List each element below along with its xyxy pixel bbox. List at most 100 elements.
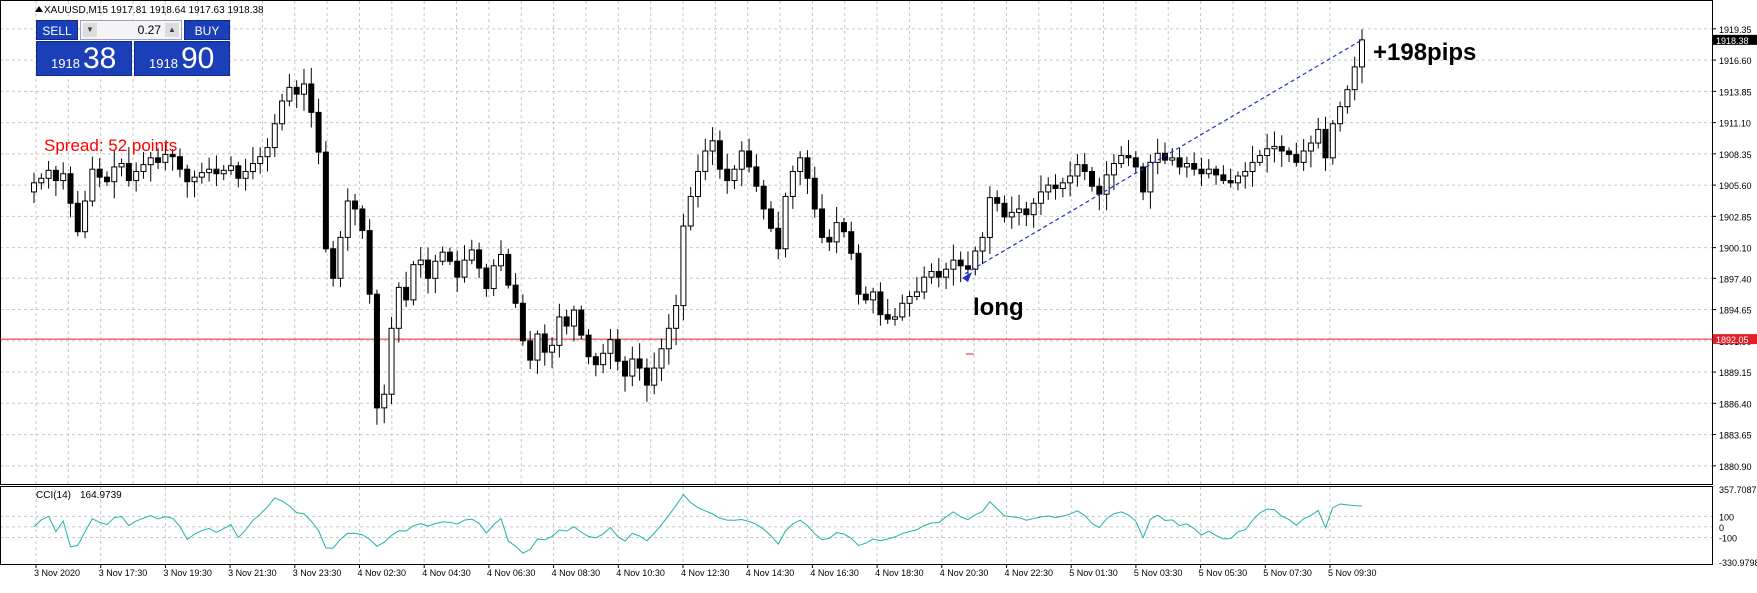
candle-body (38, 177, 45, 184)
candle-body (1359, 39, 1365, 68)
candle-body (476, 249, 483, 269)
candle-body (176, 156, 183, 170)
candle-body (147, 157, 154, 166)
price-tick-label: 1913.85 (1719, 87, 1752, 97)
candle-body (760, 185, 767, 210)
candle-body (746, 150, 753, 168)
candle-body (665, 327, 672, 350)
lot-decrease-icon[interactable]: ▼ (83, 23, 97, 37)
time-tick-label: 5 Nov 05:30 (1199, 568, 1248, 578)
candle-body (1081, 164, 1088, 172)
candle-body (352, 200, 359, 210)
collapse-arrow-icon[interactable] (35, 6, 43, 12)
time-tick-label: 4 Nov 02:30 (358, 568, 407, 578)
candle-body (1089, 170, 1096, 187)
candle-body (541, 333, 548, 353)
candle-body (249, 163, 256, 172)
candle-body (775, 227, 782, 250)
candle-body (1154, 152, 1161, 163)
candle-body (31, 182, 37, 193)
candle-body (1315, 128, 1322, 144)
sell-price[interactable]: 1918 38 (36, 41, 132, 76)
time-tick-label: 5 Nov 03:30 (1134, 568, 1183, 578)
candles-group (31, 29, 1365, 425)
candle-body (220, 169, 227, 175)
candle-body (1125, 155, 1132, 159)
candle-body (446, 251, 453, 262)
candle-body (425, 259, 432, 279)
candle-body (235, 165, 242, 179)
candle-body (709, 140, 716, 152)
candle-body (622, 360, 629, 377)
candle-body (1169, 157, 1176, 161)
price-tick-label: 1908.35 (1719, 150, 1752, 160)
lot-increase-icon[interactable]: ▲ (165, 23, 179, 37)
candle-body (184, 168, 191, 183)
candle-body (782, 195, 789, 250)
indicator-tick-label: 357.7087 (1719, 485, 1757, 495)
candle-body (1110, 163, 1117, 176)
candle-body (45, 169, 52, 179)
candle-body (950, 259, 957, 270)
candle-body (111, 166, 118, 183)
candle-body (125, 163, 132, 182)
candle-body (651, 367, 658, 386)
cci-line (33, 493, 1363, 554)
price-tick-label: 1905.60 (1719, 181, 1752, 191)
candle-body (206, 168, 213, 174)
time-tick-label: 3 Nov 23:30 (293, 568, 342, 578)
candle-body (1234, 175, 1241, 184)
candle-body (1132, 157, 1139, 168)
candle-body (1001, 202, 1008, 218)
candle-body (1307, 142, 1314, 152)
candle-body (1067, 175, 1074, 184)
buy-price[interactable]: 1918 90 (134, 41, 230, 76)
lot-size-value[interactable]: 0.27 (137, 23, 161, 37)
price-tick-label: 1880.90 (1719, 462, 1752, 472)
candle-body (315, 111, 322, 153)
candle-body (964, 265, 971, 270)
buy-button[interactable]: BUY (184, 20, 230, 40)
candle-body (833, 222, 840, 243)
candle-body (432, 260, 439, 279)
candle-body (512, 284, 519, 304)
candle-body (322, 151, 329, 250)
candle-body (403, 286, 410, 301)
candle-body (279, 100, 286, 125)
indicator-tick-label: -330.9798 (1719, 558, 1757, 568)
candle-body (1045, 184, 1052, 193)
sell-button[interactable]: SELL (36, 20, 78, 40)
buy-price-small: 1918 (149, 56, 178, 71)
candle-body (133, 170, 140, 182)
candle-body (892, 316, 899, 320)
candle-body (155, 157, 162, 163)
indicator-tick-label: -100 (1719, 534, 1737, 544)
candle-body (381, 393, 388, 409)
candle-body (840, 222, 847, 233)
candle-body (490, 265, 497, 290)
candle-body (300, 83, 307, 95)
time-tick-label: 4 Nov 08:30 (552, 568, 601, 578)
candle-body (614, 339, 621, 362)
candle-body (804, 157, 811, 179)
candle-body (1147, 161, 1154, 193)
candle-body (52, 169, 59, 182)
cci-label: CCI(14) (36, 490, 71, 501)
time-tick-label: 4 Nov 18:30 (875, 568, 924, 578)
candle-body (1118, 155, 1125, 165)
time-tick-label: 3 Nov 21:30 (228, 568, 277, 578)
time-tick-label: 4 Nov 14:30 (746, 568, 795, 578)
candle-body (848, 231, 855, 254)
candle-body (1183, 163, 1190, 168)
candle-body (257, 156, 264, 165)
candle-body (505, 253, 512, 286)
price-tick-label: 1916.60 (1719, 56, 1752, 66)
time-tick-label: 5 Nov 09:30 (1328, 568, 1377, 578)
candle-body (169, 153, 176, 158)
price-tick-label: 1900.10 (1719, 244, 1752, 254)
candle-body (906, 295, 913, 304)
lot-size-stepper[interactable]: ▼ 0.27 ▲ (80, 20, 182, 40)
candle-body (1052, 184, 1059, 190)
candle-body (1191, 163, 1198, 170)
candle-body (1205, 168, 1212, 175)
